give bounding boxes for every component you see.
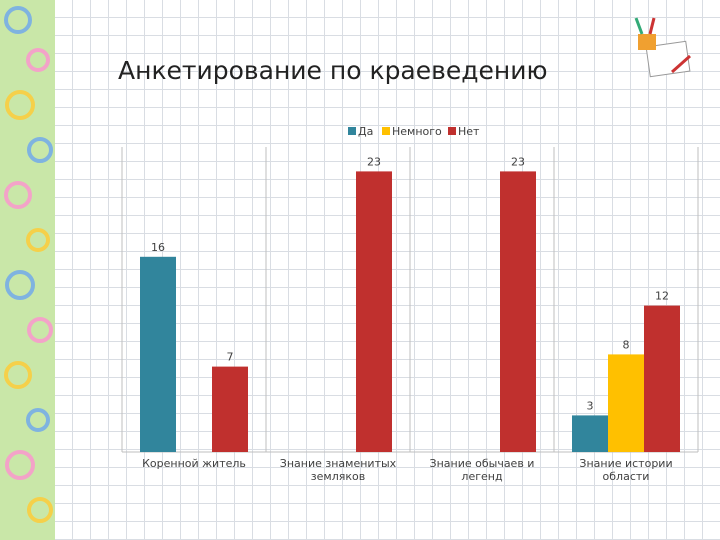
- x-tick-label: Знание обычаев и легенд: [429, 457, 535, 483]
- bar: [140, 256, 176, 452]
- x-tick-label: Знание истории области: [579, 457, 673, 483]
- legend-label: Да: [358, 125, 373, 138]
- bar: [644, 305, 680, 452]
- data-label: 3: [587, 399, 594, 412]
- legend-label: Нет: [458, 125, 480, 138]
- legend-swatch: [382, 127, 390, 135]
- legend-swatch: [448, 127, 456, 135]
- data-label: 8: [623, 338, 630, 351]
- decor-circles: [4, 6, 53, 523]
- legend-label: Немного: [392, 125, 442, 138]
- data-label: 12: [655, 290, 669, 303]
- chart-title: Анкетирование по краеведению: [118, 56, 548, 85]
- bar: [212, 366, 248, 452]
- x-tick-label: Коренной житель: [142, 457, 246, 470]
- bar: [356, 171, 392, 452]
- data-label: 16: [151, 241, 165, 254]
- bar: [572, 415, 608, 452]
- bar: [608, 354, 644, 452]
- decor-stripe: [0, 0, 55, 540]
- decor-icon: [634, 17, 691, 78]
- bar: [500, 171, 536, 452]
- data-label: 23: [511, 155, 525, 168]
- legend-swatch: [348, 127, 356, 135]
- x-tick-label: Знание знаменитых земляков: [279, 457, 397, 483]
- data-label: 23: [367, 155, 381, 168]
- data-label: 7: [227, 351, 234, 364]
